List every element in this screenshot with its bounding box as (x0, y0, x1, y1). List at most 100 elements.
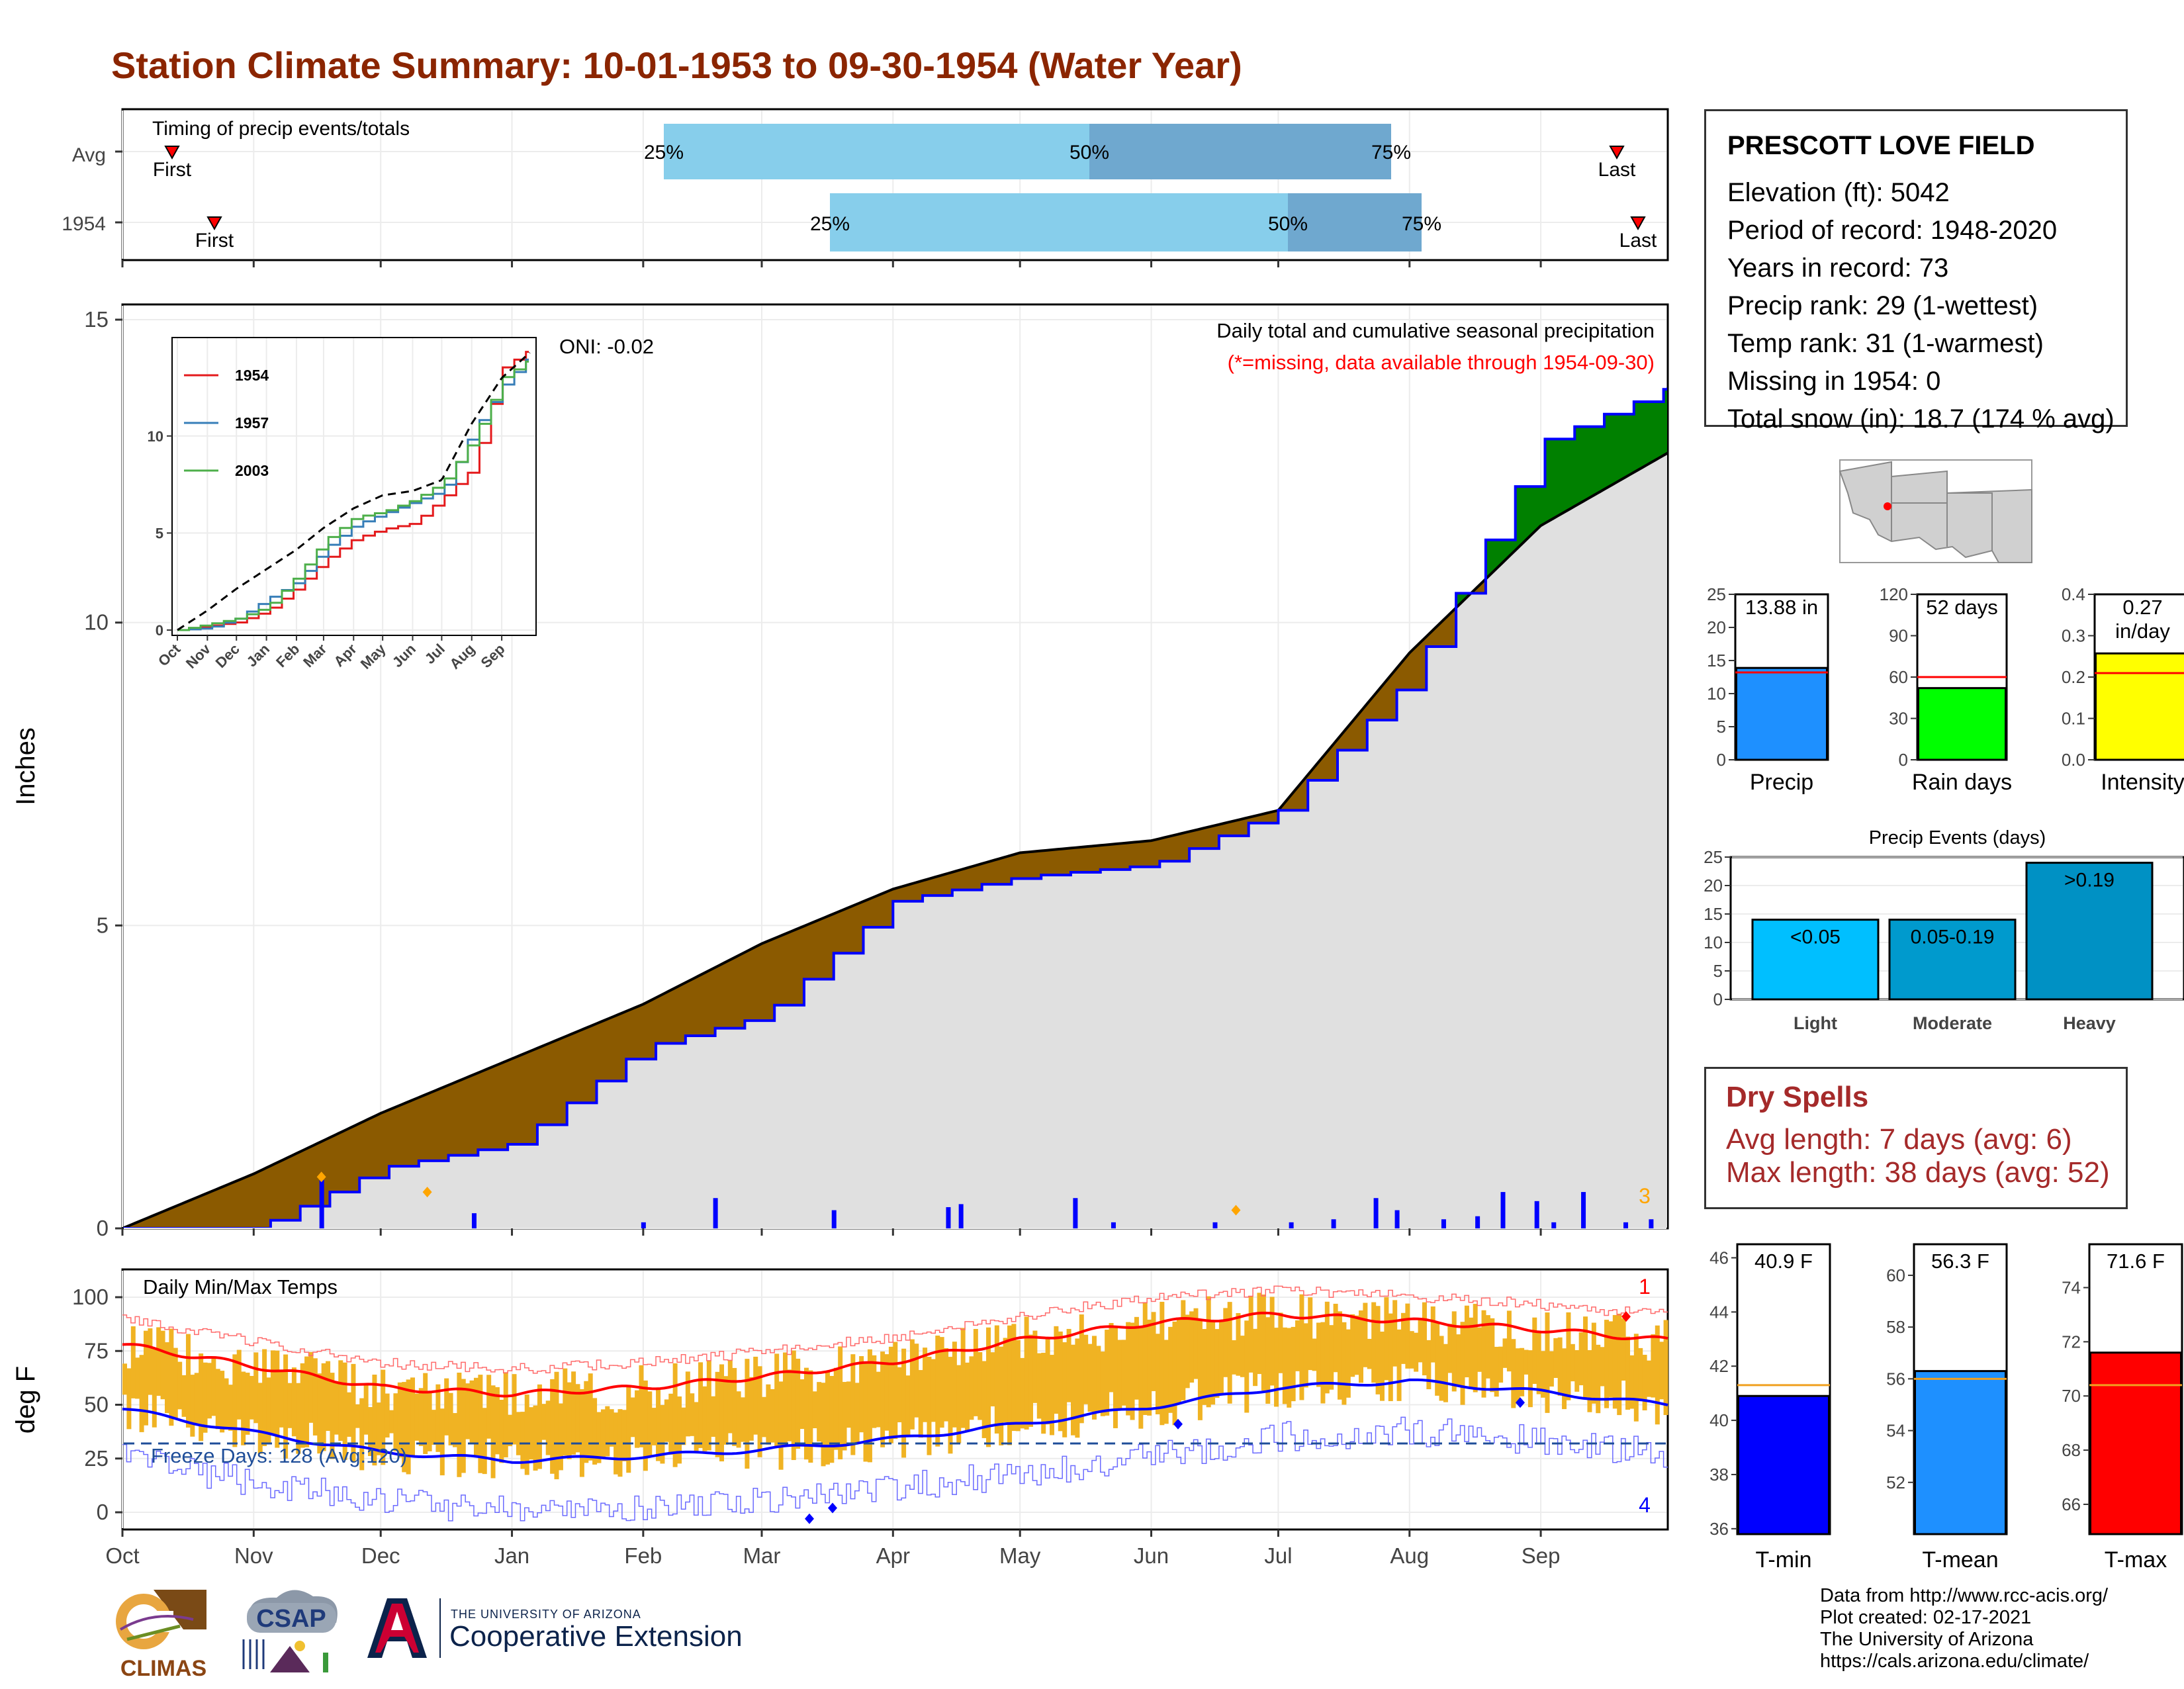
daily-temp-range-bar (508, 1415, 512, 1446)
rain-days-label: Rain days (1912, 770, 2012, 795)
daily-temp-range-bar (1092, 1336, 1097, 1419)
month-label-jul: Jul (1264, 1543, 1292, 1568)
intensity-tick-label: 0.4 (2062, 584, 2085, 604)
daily-temp-range-bar (1397, 1330, 1402, 1401)
rain-days-bar (1919, 688, 2006, 760)
daily-temp-range-bar (631, 1398, 635, 1438)
daily-temp-range-bar (1062, 1342, 1067, 1438)
daily-temp-range-bar (1253, 1329, 1257, 1386)
intensity-tick-label: 0.0 (2062, 750, 2085, 770)
daily-temp-range-bar (1113, 1328, 1118, 1428)
daily-temp-range-bar (559, 1404, 563, 1471)
daily-temp-range-bar (1465, 1306, 1469, 1377)
daily-temp-range-bar (516, 1412, 521, 1455)
daily-temp-range-bar (246, 1373, 250, 1435)
daily-temp-range-bar (1587, 1350, 1592, 1412)
daily-precip-bar (959, 1204, 964, 1228)
precip-subtitle: Daily total and cumulative seasonal prec… (1216, 319, 1655, 342)
daily-temp-range-bar (537, 1385, 542, 1469)
daily-temp-range-bar (1659, 1342, 1664, 1399)
daily-temp-range-bar (1126, 1322, 1130, 1416)
daily-temp-range-bar (901, 1349, 906, 1458)
tmax-tick-label: 68 (2062, 1440, 2081, 1460)
daily-temp-range-bar (1206, 1297, 1211, 1408)
daily-temp-range-bar (910, 1340, 915, 1430)
daily-temp-range-bar (304, 1357, 309, 1447)
daily-temp-range-bar (1287, 1328, 1291, 1408)
daily-temp-range-bar (504, 1372, 508, 1457)
daily-temp-range-bar (313, 1358, 318, 1436)
daily-temp-range-bar (152, 1349, 157, 1428)
daily-temp-range-bar (389, 1410, 394, 1434)
daily-temp-range-bar (783, 1353, 788, 1445)
daily-temp-range-bar (1138, 1326, 1143, 1429)
precip-total-tick-label: 20 (1707, 617, 1726, 637)
daily-temp-range-bar (1261, 1295, 1266, 1391)
daily-temp-range-bar (990, 1352, 995, 1406)
daily-temp-range-bar (275, 1351, 279, 1448)
daily-temp-range-bar (647, 1391, 652, 1457)
daily-temp-range-bar (1651, 1334, 1655, 1398)
daily-temp-range-bar (563, 1369, 567, 1456)
daily-temp-range-bar (1410, 1331, 1414, 1369)
events-tick-label: 0 (1713, 989, 1723, 1009)
daily-temp-range-bar (207, 1363, 212, 1418)
daily-precip-bar (946, 1207, 950, 1228)
intensity-tick-label: 0.2 (2062, 667, 2085, 687)
y1954-p25-label: 25% (810, 213, 850, 235)
daily-temp-range-bar (440, 1408, 445, 1475)
daily-temp-range-bar (393, 1393, 398, 1451)
daily-temp-range-bar (1228, 1302, 1232, 1404)
daily-precip-bar (1374, 1198, 1379, 1228)
month-label-dec: Dec (361, 1543, 400, 1568)
daily-temp-range-bar (449, 1393, 453, 1445)
daily-temp-range-bar (639, 1365, 643, 1447)
daily-temp-range-bar (1173, 1322, 1177, 1426)
daily-temp-range-bar (1130, 1323, 1135, 1420)
inset-legend-label: 1954 (235, 367, 269, 384)
daily-temp-range-bar (1431, 1306, 1435, 1363)
precip-total-value: 13.88 in (1745, 596, 1818, 619)
daily-temp-range-bar (1376, 1306, 1381, 1394)
daily-temp-range-bar (1553, 1338, 1558, 1378)
daily-temp-range-bar (723, 1376, 728, 1445)
daily-temp-range-bar (1439, 1336, 1444, 1400)
daily-temp-range-bar (1067, 1329, 1071, 1402)
timing-panel: Timing of precip events/totals Avg 1954 … (62, 109, 1668, 267)
daily-temp-range-bar (931, 1359, 936, 1422)
daily-temp-range-bar (419, 1388, 424, 1446)
daily-temp-range-bar (1223, 1308, 1228, 1377)
daily-temp-range-bar (1088, 1344, 1093, 1412)
daily-temp-range-bar (592, 1398, 597, 1465)
tmax-bar (2091, 1353, 2181, 1534)
daily-temp-range-bar (927, 1357, 931, 1455)
daily-temp-range-bar (961, 1328, 966, 1428)
daily-temp-range-bar (1566, 1312, 1570, 1400)
daily-precip-bar (1395, 1210, 1400, 1228)
daily-temp-range-bar (1181, 1300, 1185, 1400)
events-category-label: Light (1794, 1013, 1837, 1033)
precip-ylabel: Inches (11, 727, 40, 805)
daily-temp-range-bar (1392, 1300, 1397, 1366)
daily-temp-range-bar (923, 1347, 927, 1422)
daily-temp-range-bar (1304, 1323, 1308, 1387)
precip-total-tick-label: 10 (1707, 684, 1726, 704)
daily-temp-range-bar (216, 1369, 220, 1429)
daily-temp-range-bar (1164, 1340, 1169, 1424)
daily-temp-range-bar (347, 1392, 351, 1437)
daily-temp-range-bar (1579, 1332, 1584, 1385)
daily-precip-bar (1332, 1219, 1336, 1228)
daily-temp-range-bar (596, 1412, 601, 1463)
daily-temp-range-bar (1283, 1328, 1287, 1404)
daily-temp-range-bar (817, 1382, 821, 1441)
daily-temp-range-bar (220, 1371, 224, 1432)
daily-temp-range-bar (250, 1376, 254, 1420)
daily-temp-range-bar (491, 1385, 496, 1478)
y1954-timing-bar-25-50 (830, 193, 1288, 251)
daily-temp-range-bar (1532, 1318, 1537, 1384)
daily-precip-bar (1289, 1222, 1294, 1228)
daily-temp-range-bar (520, 1412, 525, 1469)
daily-temp-range-bar (711, 1396, 715, 1437)
